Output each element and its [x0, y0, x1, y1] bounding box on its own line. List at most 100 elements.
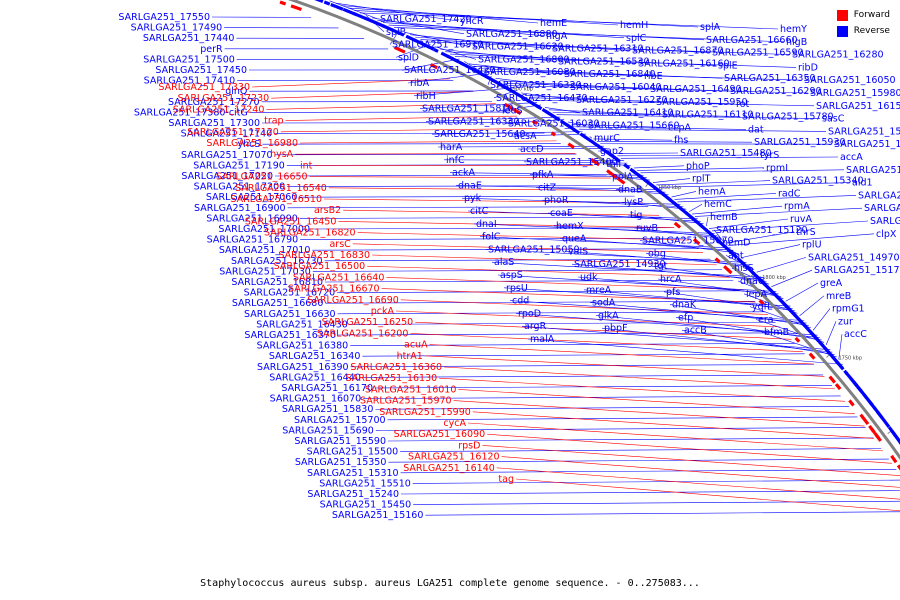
gene-label[interactable]: radC	[778, 188, 801, 199]
gene-label[interactable]: SARLGA251_15510	[319, 478, 411, 489]
gene-label[interactable]: SARLGA251_15180	[870, 216, 900, 227]
gene-label[interactable]: SARLGA251_17270	[168, 97, 260, 108]
gene-label[interactable]: SARLGA251_17010	[219, 245, 311, 256]
gene-label[interactable]: hemD	[722, 238, 750, 249]
gene-label[interactable]: rpmI	[766, 163, 788, 174]
gene-label[interactable]: SARLGA251_17550	[118, 12, 210, 23]
gene-label[interactable]: dnaI	[476, 219, 497, 230]
gene-label[interactable]: SARLGA251_16900	[194, 203, 286, 214]
gene-label[interactable]: SARLGA251_16310	[552, 44, 644, 55]
gene-label[interactable]: SARLGA251_16670	[288, 284, 380, 295]
gene-label[interactable]: trap	[264, 116, 283, 127]
gene-label[interactable]: ald1	[852, 178, 873, 189]
gene-label[interactable]: dnaE	[458, 180, 482, 191]
gene-label[interactable]: SARLGA251_15550	[834, 139, 900, 150]
gene-label[interactable]: SARLGA251_15780	[742, 112, 834, 123]
gene-label[interactable]: citC	[470, 206, 489, 217]
gene-label[interactable]: SARLGA251_16370	[244, 330, 336, 341]
gene-label[interactable]: ribA	[410, 78, 430, 89]
gene-label[interactable]: SARLGA251_17440	[143, 33, 235, 44]
gene-label[interactable]: SARLGA251_17070	[181, 150, 273, 161]
gene-label[interactable]: SARLGA251_16540	[235, 183, 327, 194]
gene-label[interactable]: SARLGA251_15500	[307, 447, 399, 458]
gene-label[interactable]: SARLGA251_17300	[168, 118, 260, 129]
gene-label[interactable]: splB	[386, 27, 406, 38]
gene-label[interactable]: cycA	[443, 418, 466, 429]
gene-label[interactable]: SARLGA251_16200	[317, 328, 409, 339]
gene-label[interactable]: SARLGA251_15050	[488, 244, 580, 255]
gene-label[interactable]: hlgB	[786, 37, 807, 48]
gene-label[interactable]: rpsD	[458, 440, 480, 451]
gene-label[interactable]: malA	[530, 334, 555, 345]
gene-label[interactable]: cdd	[512, 296, 529, 307]
gene-label[interactable]: SARLGA251_15400	[526, 157, 618, 168]
gene-label[interactable]: SARLGA251_16420	[404, 65, 496, 76]
gene-label[interactable]: thiI	[606, 159, 621, 170]
gene-label[interactable]: sodA	[592, 298, 616, 309]
gene-label[interactable]: SARLGA251_16170	[281, 383, 373, 394]
gene-label[interactable]: arsC	[329, 239, 351, 250]
gene-label[interactable]: SARLGA251_17450	[155, 65, 247, 76]
gene-label[interactable]: pbpF	[604, 323, 628, 334]
gene-label[interactable]: ackA	[452, 168, 476, 179]
gene-label[interactable]: rpmA	[784, 201, 810, 212]
gene-label[interactable]: SARLGA251_17030	[219, 266, 311, 277]
gene-label[interactable]: citZ	[538, 182, 557, 193]
gene-label[interactable]: SARLGA251_15980	[810, 88, 900, 99]
gene-label[interactable]: SARLGA251_15380	[846, 165, 900, 176]
gene-label[interactable]: SARLGA251_17190	[193, 160, 285, 171]
gene-label[interactable]: SARLGA251_16790	[207, 235, 299, 246]
gene-label[interactable]: SARLGA251_16330	[428, 116, 520, 127]
gene-label[interactable]: rot	[736, 99, 750, 110]
gene-label[interactable]: SARLGA251_15120	[716, 225, 808, 236]
gene-label[interactable]: SARLGA251_15070	[642, 236, 734, 247]
gene-label[interactable]: glkA	[598, 310, 619, 321]
gene-label[interactable]: SARLGA251_17230	[178, 93, 270, 104]
gene-label[interactable]: SARLGA251_17410	[144, 76, 236, 87]
gene-label[interactable]: SARLGA251_17380-citG	[134, 107, 248, 118]
gene-label[interactable]: fhs	[674, 135, 688, 146]
gene-label[interactable]: SARLGA251_16980	[206, 138, 298, 149]
gene-label[interactable]: SARLGA251_17200	[194, 182, 286, 193]
gene-label[interactable]: dnaB	[618, 184, 642, 195]
gene-label[interactable]: SARLGA251_16720	[244, 288, 336, 299]
gene-label[interactable]: SARLGA251_16340	[269, 351, 361, 362]
gene-label[interactable]: SARLGA251_15960	[828, 126, 900, 137]
gene-label[interactable]: SARLGA251_16880	[466, 29, 558, 40]
gene-label[interactable]: hrcA	[660, 274, 682, 285]
gene-label[interactable]: SARLGA251_15590	[294, 436, 386, 447]
gene-label[interactable]: SARLGA251_17020	[181, 171, 273, 182]
gene-label[interactable]: sasC	[822, 114, 845, 125]
gene-label[interactable]: SARLGA251_16090	[394, 429, 486, 440]
gene-label[interactable]: hemC	[704, 199, 732, 210]
gene-label[interactable]: phoR	[544, 195, 569, 206]
gene-label[interactable]: SARLGA251_15660	[588, 120, 680, 131]
gene-label[interactable]: SARLGA251_16160	[638, 58, 730, 69]
gene-label[interactable]: hisS	[734, 263, 754, 274]
gene-label[interactable]: SARLGA251_16070	[270, 394, 362, 405]
gene-label[interactable]: zur	[838, 316, 853, 327]
gene-label[interactable]: SARLGA251_16440	[269, 372, 361, 383]
gene-label[interactable]: SARLGA251_17120	[187, 127, 279, 138]
gene-label[interactable]: SARLGA251_16410	[582, 108, 674, 119]
gene-label[interactable]: hemB	[710, 212, 738, 223]
gene-label[interactable]: tag	[498, 474, 514, 485]
gene-label[interactable]: SARLGA251_16080	[484, 67, 576, 78]
gene-label[interactable]: acuA	[404, 340, 428, 351]
gene-label[interactable]: alaS	[494, 257, 514, 268]
gene-label[interactable]: pyk	[464, 193, 482, 204]
gene-label[interactable]: SARLGA251_16810	[231, 277, 323, 288]
gene-label[interactable]: dnaG	[740, 276, 765, 287]
gene-label[interactable]: accB	[684, 325, 707, 336]
gene-label[interactable]: SARLGA251_16840	[564, 69, 656, 80]
gene-label[interactable]: efp	[678, 312, 693, 323]
gene-label[interactable]: SARLGA251_16910	[392, 40, 484, 51]
gene-label[interactable]: valS	[568, 246, 588, 257]
gene-label[interactable]: SARLGA251_16830	[278, 250, 370, 261]
gene-label[interactable]: SARLGA251_17420	[380, 14, 472, 25]
gene-label[interactable]: udk	[580, 272, 598, 283]
gene-label[interactable]: tgt	[654, 261, 668, 272]
gene-label[interactable]: lepA	[746, 289, 768, 300]
gene-label[interactable]: SARLGA251_15270	[858, 190, 900, 201]
gene-label[interactable]: pckA	[371, 306, 395, 317]
